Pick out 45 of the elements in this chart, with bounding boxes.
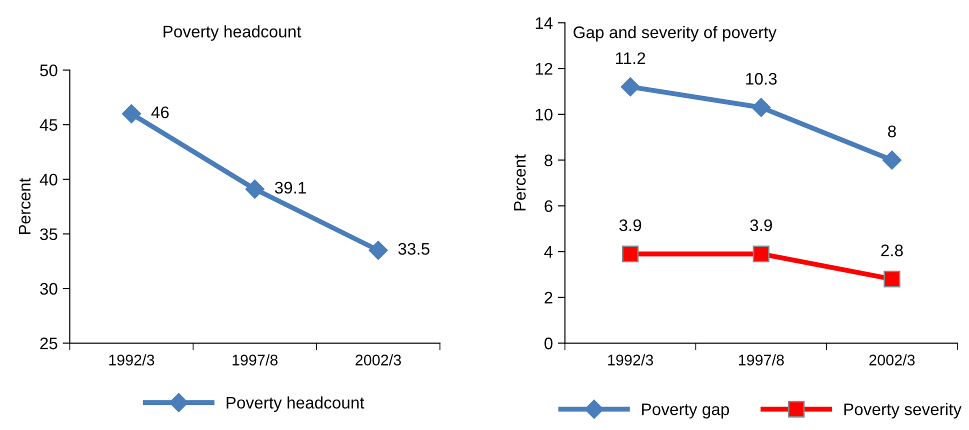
- y-tick-label: 14: [536, 17, 553, 29]
- point: [122, 104, 141, 124]
- legend-label: Poverty gap: [642, 404, 729, 419]
- point: [882, 150, 902, 170]
- data-label: 11.2: [616, 52, 646, 64]
- data-label: 3.9: [750, 219, 772, 232]
- x-tick-label: 1997/8: [738, 354, 784, 366]
- data-label: 3.9: [619, 219, 642, 232]
- x-tick-label: 1992/3: [608, 354, 654, 366]
- y-tick-label: 4: [544, 246, 553, 258]
- point: [620, 77, 640, 96]
- x-tick-label: 1992/3: [109, 354, 154, 366]
- point: [752, 98, 771, 117]
- data-label: 39.1: [274, 182, 306, 194]
- legend-label: Poverty headcount: [226, 396, 364, 412]
- x-tick-label: 1997/8: [232, 354, 278, 366]
- y-tick-label: 30: [40, 282, 58, 295]
- point: [884, 270, 900, 288]
- data-label: 33.5: [398, 242, 430, 255]
- y-axis-title: Percent: [514, 154, 526, 210]
- y-tick-label: 45: [40, 119, 58, 131]
- point: [245, 180, 264, 199]
- y-tick-label: 6: [544, 200, 552, 212]
- chart-title: Gap and severity of poverty: [574, 26, 777, 42]
- y-tick-label: 2: [544, 292, 552, 304]
- data-label: 2.8: [881, 244, 903, 256]
- y-tick-label: 10: [536, 108, 552, 121]
- y-axis-title: Percent: [18, 178, 31, 234]
- data-label: 10.3: [746, 72, 777, 85]
- data-label: 8: [888, 126, 896, 138]
- y-tick-label: 0: [544, 338, 552, 350]
- y-tick-label: 12: [536, 62, 552, 75]
- x-tick-label: 2002/3: [869, 354, 915, 366]
- y-tick-label: 40: [40, 174, 58, 186]
- y-tick-label: 50: [40, 64, 58, 76]
- y-tick-label: 25: [40, 338, 58, 350]
- x-tick-label: 2002/3: [356, 354, 401, 366]
- legend-label: Poverty severity: [844, 402, 962, 419]
- point: [368, 240, 388, 260]
- data-label: 46: [151, 106, 169, 118]
- point: [622, 246, 639, 262]
- chart-title: Poverty headcount: [164, 25, 302, 41]
- y-tick-label: 35: [40, 228, 58, 240]
- y-tick-label: 8: [544, 154, 552, 166]
- point: [752, 246, 770, 262]
